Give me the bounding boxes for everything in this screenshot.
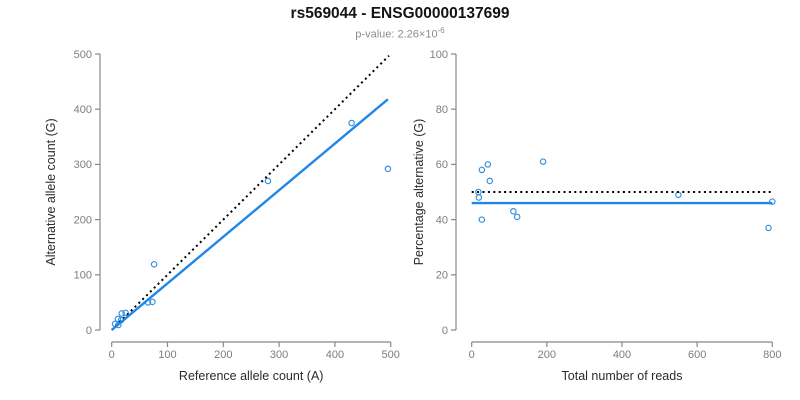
scatter-point [114,315,122,323]
y-tick-label: 60 [436,159,448,171]
scatter-point [765,224,772,232]
y-tick-label: 80 [436,104,448,116]
scatter-point [539,158,547,165]
y-tick-label: 300 [74,159,92,171]
y-axis-title: Alternative allele count (G) [44,118,58,265]
x-tick-label: 400 [613,349,631,361]
percentage-scatter-svg: 0 20 40 60 80 100 0 200 400 600 800 Total number of… [412,49,781,383]
scatter-point [348,119,355,127]
x-tick-label: 500 [382,349,400,361]
x-tick-label: 300 [270,349,288,361]
x-tick-label: 0 [109,349,115,361]
scatter-point [478,216,486,223]
scatter-point [384,165,392,173]
scatter-point [769,198,776,205]
pvalue-exponent: -6 [437,26,445,35]
plot-panels: 0 100 200 300 400 500 0 100 200 300 400 500 Referenc… [0,40,800,400]
y-tick-label: 500 [74,49,92,61]
scatter-point [484,161,492,168]
y-tick-label: 0 [86,325,92,337]
y-tick-label: 40 [436,214,448,226]
scatter-point [475,194,483,201]
scatter-point [150,261,158,268]
allele-count-scatter-svg: 0 100 200 300 400 500 0 100 200 300 400 500 Referenc… [44,49,400,383]
expected-1to1-line [110,54,390,331]
figure-header: rs569044 - ENSG00000137699 p-value: 2.26… [0,5,800,41]
y-tick-label: 200 [74,214,92,226]
percentage-panel: 0 20 40 60 80 100 0 200 400 600 800 Total number of… [400,40,800,400]
scatter-point [486,177,494,185]
y-tick-label: 20 [436,270,448,282]
x-tick-label: 0 [469,349,475,361]
x-tick-label: 200 [214,349,232,361]
figure-title: rs569044 - ENSG00000137699 [290,5,510,22]
scatter-point [149,298,156,306]
scatter-point [513,213,521,221]
x-tick-label: 600 [688,349,706,361]
x-tick-label: 100 [158,349,176,361]
x-axis-title: Total number of reads [562,369,683,383]
y-axis-title: Percentage alternative (G) [412,119,426,266]
y-tick-label: 400 [74,104,92,116]
pvalue-text: p-value: 2.26×10 [355,28,438,41]
scatter-point [510,208,517,215]
scatter-point [478,166,486,174]
scatter-point [122,309,129,317]
pvalue-subtitle: p-value: 2.26×10-6 [0,26,800,41]
y-tick-label: 0 [442,325,448,337]
x-tick-label: 800 [763,349,781,361]
x-tick-label: 400 [326,349,344,361]
fitted-regression-line [110,98,389,331]
y-tick-label: 100 [74,270,92,282]
x-axis-title: Reference allele count (A) [179,369,324,383]
scatter-point [264,177,272,185]
x-tick-label: 200 [538,349,556,361]
allele-count-panel: 0 100 200 300 400 500 0 100 200 300 400 500 Referenc… [0,40,400,400]
y-tick-label: 100 [430,49,448,61]
scatter-point [118,310,126,317]
